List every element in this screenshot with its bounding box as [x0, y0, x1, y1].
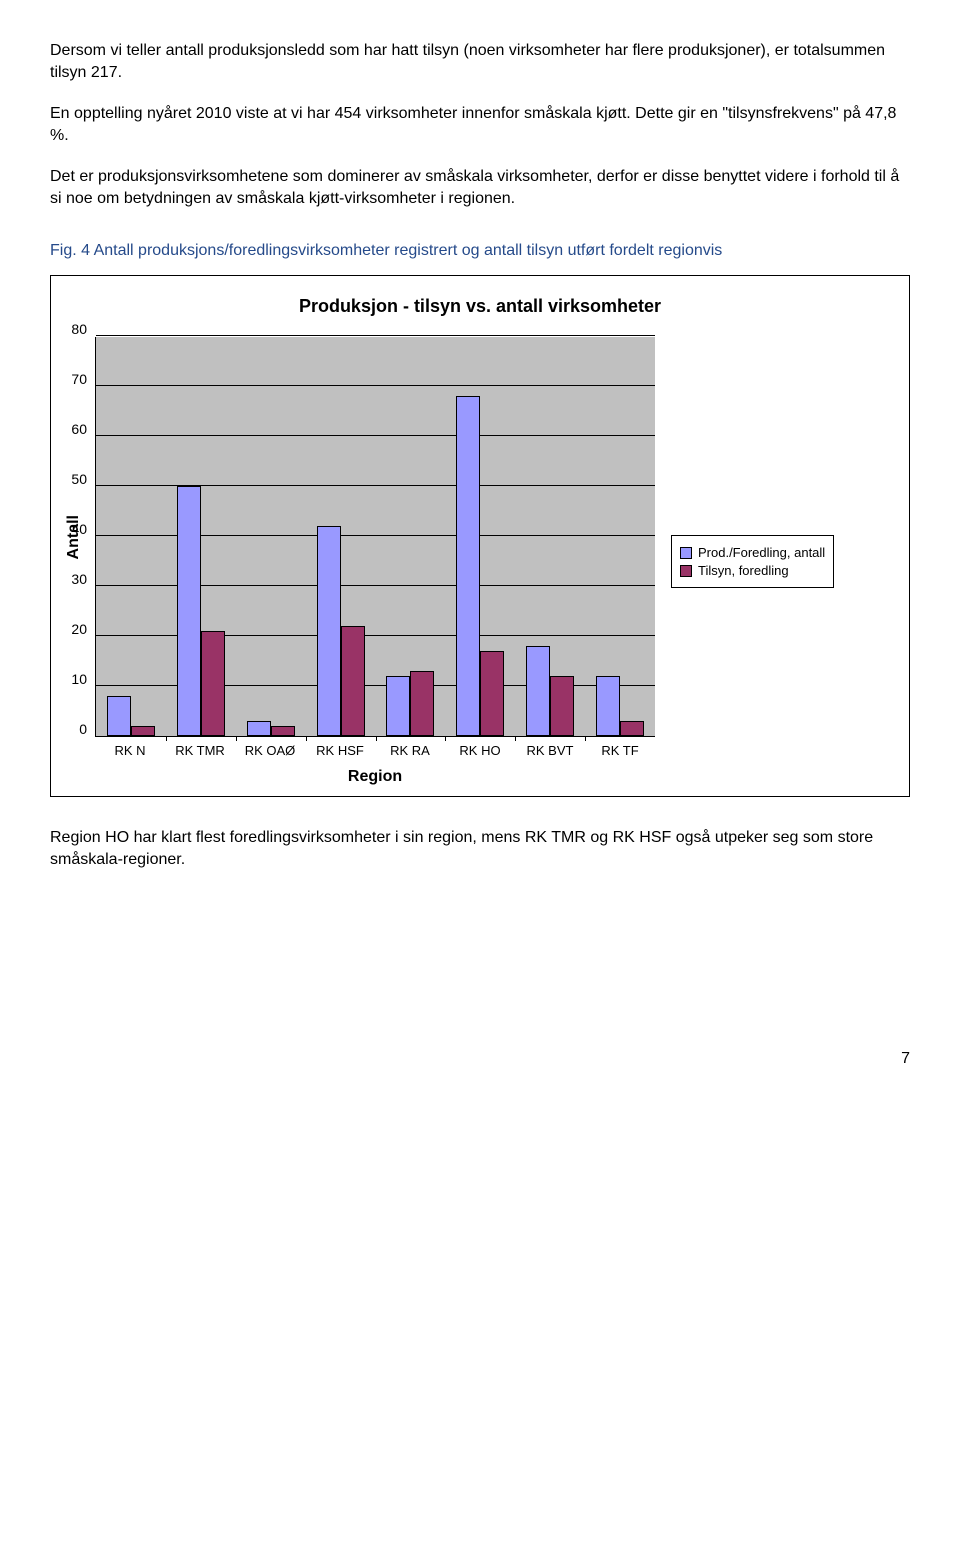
- x-tick-label: RK HO: [445, 743, 515, 758]
- bar: [107, 696, 131, 736]
- x-tick-label: RK N: [95, 743, 165, 758]
- bar: [177, 486, 201, 736]
- paragraph-2: En opptelling nyåret 2010 viste at vi ha…: [50, 103, 910, 146]
- legend-swatch: [680, 565, 692, 577]
- paragraph-1: Dersom vi teller antall produksjonsledd …: [50, 40, 910, 83]
- x-tick-label: RK BVT: [515, 743, 585, 758]
- bar: [271, 726, 295, 736]
- bar: [480, 651, 504, 736]
- paragraph-3: Det er produksjonsvirksomhetene som domi…: [50, 166, 910, 209]
- x-tick-label: RK OAØ: [235, 743, 305, 758]
- x-tick-label: RK HSF: [305, 743, 375, 758]
- chart-body: Antall 80706050403020100 RK NRK TMRRK OA…: [65, 337, 895, 786]
- bar-group: [236, 721, 306, 736]
- figure-caption: Fig. 4 Antall produksjons/foredlingsvirk…: [50, 240, 910, 262]
- legend-label: Prod./Foredling, antall: [698, 545, 825, 560]
- page-number: 7: [50, 1050, 910, 1068]
- legend-item: Prod./Foredling, antall: [680, 545, 825, 560]
- bar: [201, 631, 225, 736]
- bar-group: [585, 676, 655, 736]
- bars-layer: [96, 337, 655, 736]
- legend-swatch: [680, 547, 692, 559]
- bar: [341, 626, 365, 736]
- legend-label: Tilsyn, foredling: [698, 563, 789, 578]
- x-axis-ticks: RK NRK TMRRK OAØRK HSFRK RARK HORK BVTRK…: [95, 743, 655, 758]
- bar-group: [445, 396, 515, 736]
- x-tick-label: RK TF: [585, 743, 655, 758]
- x-tick-label: RK TMR: [165, 743, 235, 758]
- bar-group: [96, 696, 166, 736]
- chart-frame: Produksjon - tilsyn vs. antall virksomhe…: [50, 275, 910, 797]
- x-axis-label: Region: [95, 768, 655, 786]
- bar-group: [515, 646, 585, 736]
- bar-group: [166, 486, 236, 736]
- bar: [456, 396, 480, 736]
- legend-item: Tilsyn, foredling: [680, 563, 825, 578]
- bar-group: [376, 671, 446, 736]
- chart-title: Produksjon - tilsyn vs. antall virksomhe…: [65, 296, 895, 317]
- bar: [596, 676, 620, 736]
- bar: [131, 726, 155, 736]
- bar: [526, 646, 550, 736]
- footer-paragraph: Region HO har klart flest foredlingsvirk…: [50, 827, 910, 870]
- bar: [410, 671, 434, 736]
- chart-legend: Prod./Foredling, antall Tilsyn, foredling: [671, 535, 834, 588]
- bar: [247, 721, 271, 736]
- x-tick-label: RK RA: [375, 743, 445, 758]
- plot-column: RK NRK TMRRK OAØRK HSFRK RARK HORK BVTRK…: [95, 337, 655, 786]
- plot-area: [95, 337, 655, 737]
- bar: [317, 526, 341, 736]
- bar: [620, 721, 644, 736]
- grid-line: [96, 335, 655, 336]
- bar: [386, 676, 410, 736]
- bar-group: [306, 526, 376, 736]
- y-axis-wrap: Antall 80706050403020100: [65, 337, 95, 737]
- bar: [550, 676, 574, 736]
- y-axis-ticks: 80706050403020100: [87, 337, 95, 737]
